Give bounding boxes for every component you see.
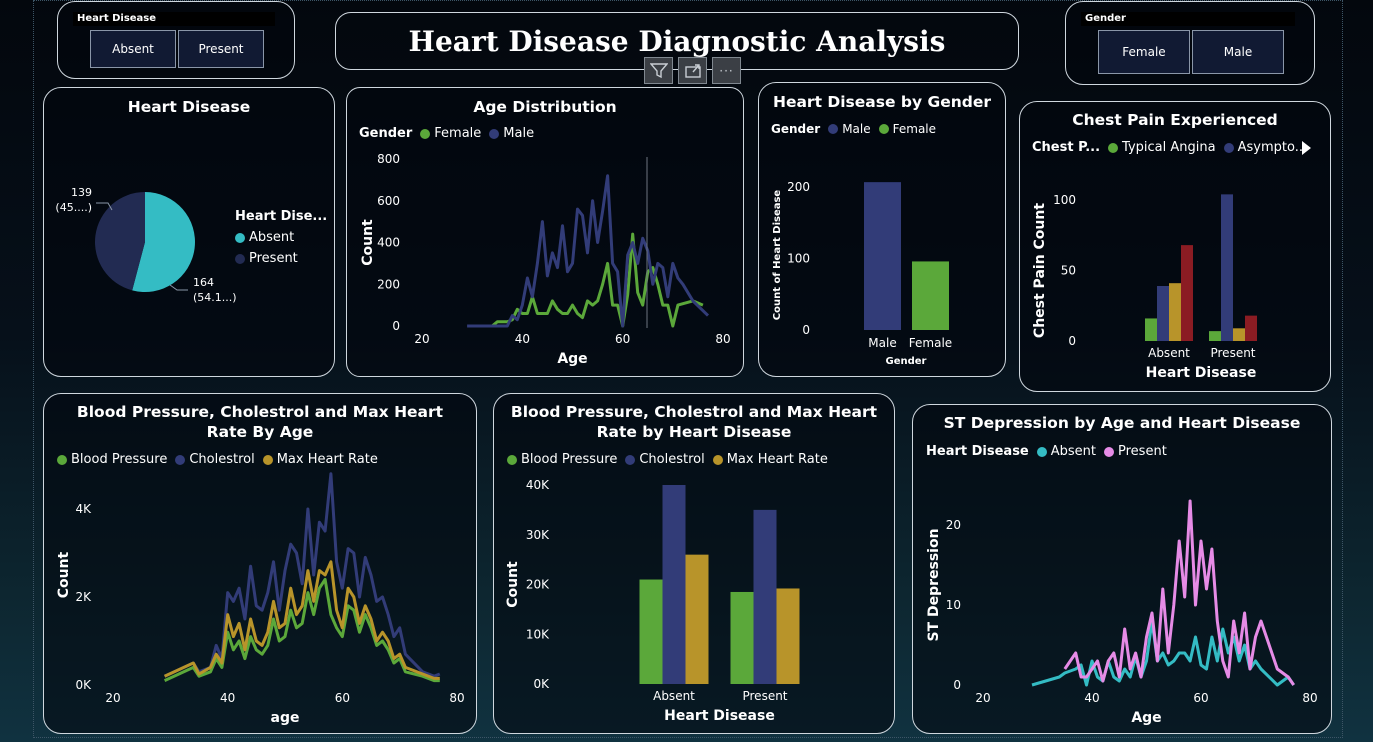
legend-dot xyxy=(489,128,500,139)
focus-mode-icon xyxy=(684,63,701,78)
bp-hd-panel: Blood Pressure, Cholestrol and Max Heart… xyxy=(493,393,895,734)
legend-item-female[interactable]: Female xyxy=(420,126,481,141)
legend-label: Female xyxy=(892,122,937,136)
st-legend: Heart Disease Absent Present xyxy=(926,444,1171,459)
legend-label: Absent xyxy=(249,230,295,245)
bp-age-panel: Blood Pressure, Cholestrol and Max Heart… xyxy=(43,393,477,734)
age-legend: Gender Female Male xyxy=(359,126,538,141)
legend-label: Max Heart Rate xyxy=(276,452,378,467)
chest-pain-panel: Chest Pain Experienced xyxy=(1019,101,1331,392)
legend-item-typical-angina[interactable]: Typical Angina xyxy=(1108,140,1216,155)
chest-legend: Chest P... Typical Angina Asympto... xyxy=(1032,140,1311,155)
legend-dot xyxy=(828,124,839,134)
legend-label: Cholestrol xyxy=(189,452,255,467)
legend-item-asymptomatic[interactable]: Asympto... xyxy=(1223,140,1308,155)
legend-dot xyxy=(625,454,636,465)
focus-mode-button[interactable] xyxy=(678,57,707,84)
legend-item-present[interactable]: Present xyxy=(235,251,298,266)
st-legend-title: Heart Disease xyxy=(926,444,1029,459)
age-legend-title: Gender xyxy=(359,126,413,141)
filter-icon xyxy=(649,62,668,78)
pie-legend-title: Heart Dise... xyxy=(235,209,328,224)
legend-item-male[interactable]: Male xyxy=(489,126,534,141)
legend-label: Female xyxy=(434,126,482,141)
legend-label: Male xyxy=(842,122,871,136)
legend-label: Max Heart Rate xyxy=(726,452,828,467)
legend-item-absent[interactable]: Absent xyxy=(1036,444,1097,459)
more-options-button[interactable]: ··· xyxy=(712,57,741,84)
legend-label: Typical Angina xyxy=(1122,140,1216,155)
legend-label: Present xyxy=(1118,444,1167,459)
legend-dot xyxy=(262,454,273,465)
st-title: ST Depression by Age and Heart Disease xyxy=(943,414,1301,432)
chest-pain-title: Chest Pain Experienced xyxy=(1072,111,1278,129)
legend-item-blood-pressure[interactable]: Blood Pressure xyxy=(507,452,617,467)
legend-dot xyxy=(175,454,186,465)
legend-dot xyxy=(878,124,889,134)
legend-dot xyxy=(1036,446,1047,457)
bp-age-title: Blood Pressure, Cholestrol and Max Heart… xyxy=(76,403,444,441)
slicer-button-present[interactable]: Present xyxy=(178,30,264,68)
gender-chart-title: Heart Disease by Gender xyxy=(772,93,992,111)
heart-disease-slicer-label: Heart Disease xyxy=(73,12,275,26)
legend-item-absent[interactable]: Absent xyxy=(235,230,294,245)
legend-item-male[interactable]: Male xyxy=(828,122,871,136)
legend-item-blood-pressure[interactable]: Blood Pressure xyxy=(57,452,167,467)
legend-item-female[interactable]: Female xyxy=(878,122,937,136)
filter-button[interactable] xyxy=(644,57,673,84)
page-title: Heart Disease Diagnostic Analysis xyxy=(335,12,1019,70)
gender-legend-title: Gender xyxy=(771,122,821,136)
bp-age-legend: Blood Pressure Cholestrol Max Heart Rate xyxy=(57,452,382,467)
more-options-icon: ··· xyxy=(719,63,734,78)
pie-chart-title: Heart Disease xyxy=(127,98,251,116)
legend-item-cholestrol[interactable]: Cholestrol xyxy=(625,452,705,467)
legend-dot xyxy=(235,253,245,264)
legend-dot xyxy=(1223,142,1234,153)
legend-item-present[interactable]: Present xyxy=(1104,444,1167,459)
legend-next-icon[interactable] xyxy=(1300,140,1312,156)
legend-dot xyxy=(1104,446,1115,457)
slicer-button-absent[interactable]: Absent xyxy=(90,30,176,68)
bp-hd-title: Blood Pressure, Cholestrol and Max Heart… xyxy=(510,403,878,441)
legend-label: Blood Pressure xyxy=(521,452,618,467)
legend-item-max-heart-rate[interactable]: Max Heart Rate xyxy=(262,452,378,467)
legend-label: Blood Pressure xyxy=(71,452,168,467)
legend-dot xyxy=(1108,142,1119,153)
legend-dot xyxy=(235,232,245,243)
gender-slicer-label: Gender xyxy=(1081,12,1295,26)
gender-legend: Gender Male Female xyxy=(771,122,940,136)
legend-label: Asympto... xyxy=(1237,140,1308,155)
slicer-button-female[interactable]: Female xyxy=(1098,30,1190,74)
age-chart-title: Age Distribution xyxy=(473,98,617,116)
legend-item-max-heart-rate[interactable]: Max Heart Rate xyxy=(712,452,828,467)
legend-label: Present xyxy=(249,251,298,266)
pie-legend: Heart Dise... Absent Present xyxy=(235,209,327,266)
chest-legend-title: Chest P... xyxy=(1032,140,1101,155)
legend-label: Cholestrol xyxy=(639,452,705,467)
legend-item-cholestrol[interactable]: Cholestrol xyxy=(175,452,255,467)
legend-dot xyxy=(507,454,517,465)
legend-dot xyxy=(57,454,67,465)
legend-dot xyxy=(712,454,723,465)
legend-label: Male xyxy=(503,126,535,141)
slicer-button-male[interactable]: Male xyxy=(1192,30,1284,74)
legend-label: Absent xyxy=(1050,444,1097,459)
legend-dot xyxy=(420,128,431,139)
bp-hd-legend: Blood Pressure Cholestrol Max Heart Rate xyxy=(507,452,832,467)
